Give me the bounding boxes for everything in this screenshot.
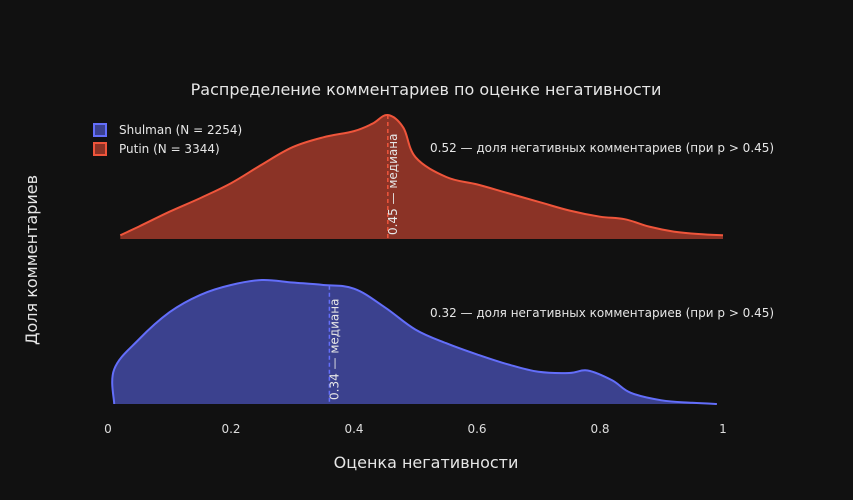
density-line-0 (111, 278, 717, 405)
legend[interactable]: Shulman (N = 2254) Putin (N = 3344) (93, 123, 242, 156)
legend-item-0[interactable]: Shulman (N = 2254) (93, 123, 242, 137)
x-tick-label: 0.4 (344, 422, 363, 436)
series-0: 0.34 — медиана 0.32 — доля негативных ком… (111, 278, 774, 405)
median-label-1: 0.45 — медиана (386, 134, 400, 235)
density-area-0 (112, 279, 717, 404)
plot-area: 0.34 — медиана 0.32 — доля негативных ком… (111, 113, 774, 405)
legend-label: Shulman (N = 2254) (119, 123, 242, 137)
median-label-0: 0.34 — медиана (327, 299, 341, 400)
x-axis-title: Оценка негативности (334, 453, 519, 472)
density-line-1 (119, 113, 724, 237)
annotation-0: 0.32 — доля негативных комментариев (при… (430, 306, 774, 320)
annotation-1: 0.52 — доля негативных комментариев (при… (430, 141, 774, 155)
legend-label: Putin (N = 3344) (119, 142, 220, 156)
legend-swatch (93, 142, 107, 156)
chart-title: Распределение комментариев по оценке нег… (191, 80, 662, 99)
x-tick-label: 0.8 (590, 422, 609, 436)
x-tick-label: 0.2 (221, 422, 240, 436)
x-tick-label: 0.6 (467, 422, 486, 436)
density-area-1 (120, 114, 724, 239)
x-tick-label: 1 (719, 422, 727, 436)
y-axis-title: Доля комментариев (22, 175, 41, 345)
x-axis: 0 0.2 0.4 0.6 0.8 1 (104, 422, 727, 436)
x-tick-label: 0 (104, 422, 112, 436)
legend-swatch (93, 123, 107, 137)
legend-item-1[interactable]: Putin (N = 3344) (93, 142, 220, 156)
series-1: 0.45 — медиана 0.52 — доля негативных ком… (119, 113, 774, 239)
